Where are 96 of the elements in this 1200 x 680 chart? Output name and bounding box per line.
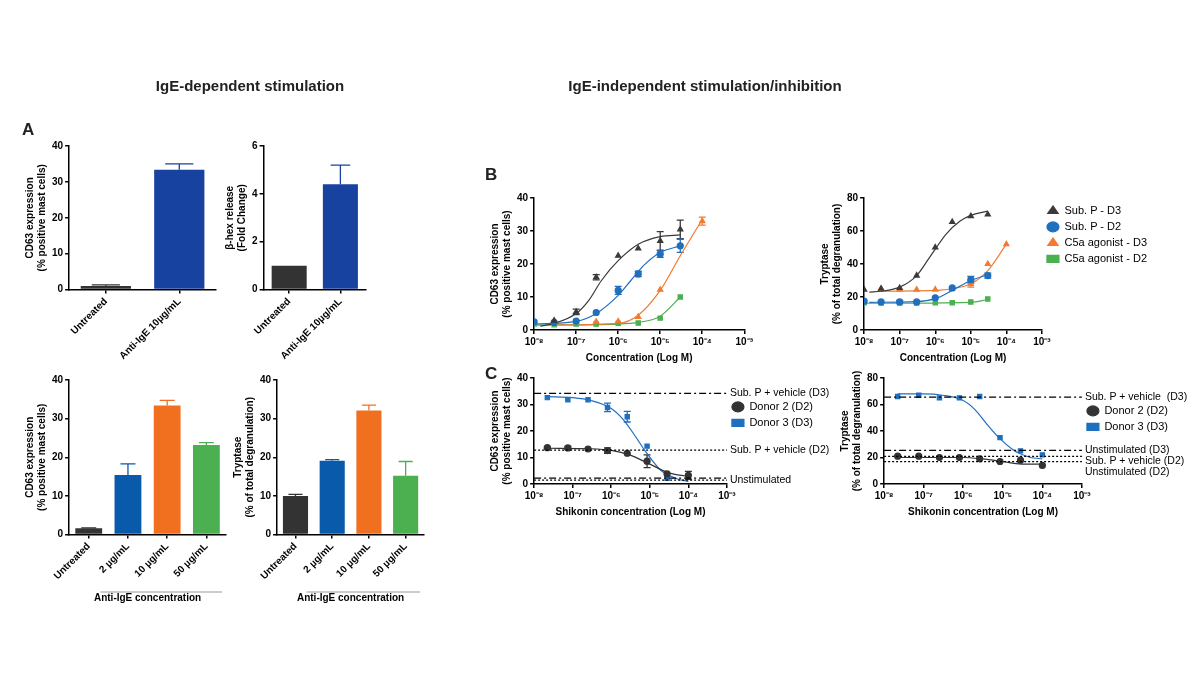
x-axis-title: Concentration (Log M) bbox=[585, 351, 693, 363]
y-tick-label: 0 bbox=[57, 283, 64, 295]
y-tick-label: 30 bbox=[517, 224, 529, 236]
y-axis-title: Tryptase (% of total degranulation) bbox=[818, 203, 842, 325]
y-tick-label: 0 bbox=[522, 477, 529, 489]
x-tick-label: 10⁻⁵ bbox=[650, 335, 670, 347]
y-tick-label: 40 bbox=[867, 424, 879, 436]
text: IgE-independent stimulation/inhibition bbox=[568, 77, 842, 94]
ref-line-label: Sub. P + vehicle (D3) bbox=[1084, 389, 1188, 402]
x-tick-label: 10⁻⁷ bbox=[563, 489, 582, 501]
x-tick-label: 10⁻³ bbox=[735, 335, 754, 347]
y-tick-label: 10 bbox=[260, 489, 272, 501]
x-tick-label: 10⁻⁴ bbox=[678, 489, 698, 501]
y-axis-title: Tryptase (% of total degranulation) bbox=[838, 370, 862, 492]
y-tick-label: 20 bbox=[52, 211, 64, 223]
y-tick-label: 2 bbox=[252, 235, 258, 247]
x-tick-label: 10⁻⁴ bbox=[1032, 489, 1052, 501]
y-tick-label: 60 bbox=[867, 398, 879, 410]
legend-label: C5a agonist - D3 bbox=[1064, 235, 1147, 248]
y-tick-label: 20 bbox=[517, 424, 529, 436]
text: C bbox=[485, 364, 498, 384]
y-axis-title: β-hex release (Fold Change) bbox=[223, 184, 247, 252]
y-tick-label: 30 bbox=[517, 398, 529, 410]
x-tick-label: 10⁻³ bbox=[1033, 335, 1052, 347]
x-axis-title: Shikonin concentration (Log M) bbox=[908, 505, 1059, 517]
y-tick-label: 20 bbox=[867, 451, 879, 463]
ref-line-label: Unstimulated (D2) bbox=[1084, 465, 1170, 478]
text: B bbox=[485, 165, 498, 185]
x-tick-label: 10⁻⁸ bbox=[524, 489, 544, 501]
x-tick-label: 10⁻⁶ bbox=[608, 335, 628, 347]
legend-label: Sub. P - D2 bbox=[1064, 219, 1122, 232]
x-tick-label: 10⁻⁶ bbox=[953, 489, 973, 501]
y-tick-label: 10 bbox=[517, 290, 529, 302]
y-tick-label: 30 bbox=[52, 175, 64, 187]
legend-label: C5a agonist - D2 bbox=[1064, 251, 1147, 264]
x-tick-label: 10⁻⁷ bbox=[567, 335, 586, 347]
y-tick-label: 20 bbox=[847, 290, 859, 302]
y-tick-label: 40 bbox=[847, 257, 859, 269]
y-tick-label: 0 bbox=[265, 528, 272, 540]
x-axis-title: Shikonin concentration (Log M) bbox=[555, 505, 706, 517]
y-axis-title: CD63 expression (% positive mast cells) bbox=[488, 210, 512, 318]
y-tick-label: 60 bbox=[847, 224, 859, 236]
x-tick-label: 10⁻⁶ bbox=[925, 335, 945, 347]
ref-line-label: Sub. P + vehicle (D2) bbox=[729, 442, 830, 455]
x-tick-label: 10⁻⁸ bbox=[874, 489, 894, 501]
text: IgE-dependent stimulation bbox=[155, 77, 345, 94]
legend-label: Donor 3 (D3) bbox=[1104, 419, 1168, 432]
y-tick-label: 30 bbox=[52, 412, 64, 424]
x-tick-label: 10⁻³ bbox=[718, 489, 737, 501]
y-tick-label: 0 bbox=[57, 528, 64, 540]
y-axis-title: CD63 expression (% positive mast cells) bbox=[23, 164, 47, 272]
x-tick-label: 10⁻⁴ bbox=[996, 335, 1016, 347]
y-tick-label: 20 bbox=[517, 257, 529, 269]
ref-line-label: Unstimulated (D3) bbox=[1084, 443, 1170, 456]
y-axis-title: Tryptase (% of total degranulation) bbox=[231, 396, 255, 518]
y-tick-label: 80 bbox=[847, 191, 859, 203]
y-tick-label: 20 bbox=[260, 451, 272, 463]
y-tick-label: 4 bbox=[252, 187, 258, 199]
x-tick-label: 10⁻⁸ bbox=[854, 335, 874, 347]
legend-label: Donor 2 (D2) bbox=[749, 399, 813, 412]
y-tick-label: 10 bbox=[52, 247, 64, 259]
y-tick-label: 40 bbox=[52, 139, 64, 151]
text: A bbox=[22, 120, 35, 140]
x-axis-title: Anti-IgE concentration bbox=[93, 591, 202, 603]
x-axis-title: Concentration (Log M) bbox=[899, 351, 1007, 363]
y-tick-label: 0 bbox=[252, 283, 258, 295]
y-tick-label: 40 bbox=[517, 371, 529, 383]
ref-line-label: Sub. P + vehicle (D3) bbox=[729, 386, 830, 399]
y-tick-label: 20 bbox=[52, 451, 64, 463]
y-tick-label: 0 bbox=[872, 477, 879, 489]
legend-label: Sub. P - D3 bbox=[1064, 203, 1122, 216]
ref-line-label: Sub. P + vehicle (D2) bbox=[1084, 454, 1185, 467]
x-tick-label: 10⁻⁶ bbox=[601, 489, 621, 501]
y-tick-label: 0 bbox=[852, 323, 859, 335]
x-tick-label: 10⁻⁴ bbox=[692, 335, 712, 347]
y-tick-label: 40 bbox=[517, 191, 529, 203]
legend-label: Donor 2 (D2) bbox=[1104, 403, 1168, 416]
x-tick-label: 10⁻⁵ bbox=[640, 489, 660, 501]
y-tick-label: 80 bbox=[867, 371, 879, 383]
x-tick-label: 10⁻⁵ bbox=[993, 489, 1013, 501]
y-tick-label: 40 bbox=[52, 373, 64, 385]
y-axis-title: CD63 expression (% positive mast cells) bbox=[23, 403, 47, 511]
x-tick-label: 10⁻⁷ bbox=[914, 489, 933, 501]
legend-label: Donor 3 (D3) bbox=[749, 415, 813, 428]
y-tick-label: 30 bbox=[260, 412, 272, 424]
x-tick-label: 10⁻⁸ bbox=[524, 335, 544, 347]
y-tick-label: 10 bbox=[517, 451, 529, 463]
x-axis-title: Anti-IgE concentration bbox=[296, 591, 405, 603]
x-tick-label: 10⁻⁷ bbox=[890, 335, 909, 347]
x-tick-label: 10⁻⁵ bbox=[961, 335, 981, 347]
y-tick-label: 6 bbox=[252, 139, 258, 151]
x-tick-label: 10⁻³ bbox=[1073, 489, 1092, 501]
y-tick-label: 0 bbox=[522, 323, 529, 335]
y-tick-label: 40 bbox=[260, 373, 272, 385]
ref-line-label: Unstimulated bbox=[729, 472, 792, 485]
y-tick-label: 10 bbox=[52, 489, 64, 501]
